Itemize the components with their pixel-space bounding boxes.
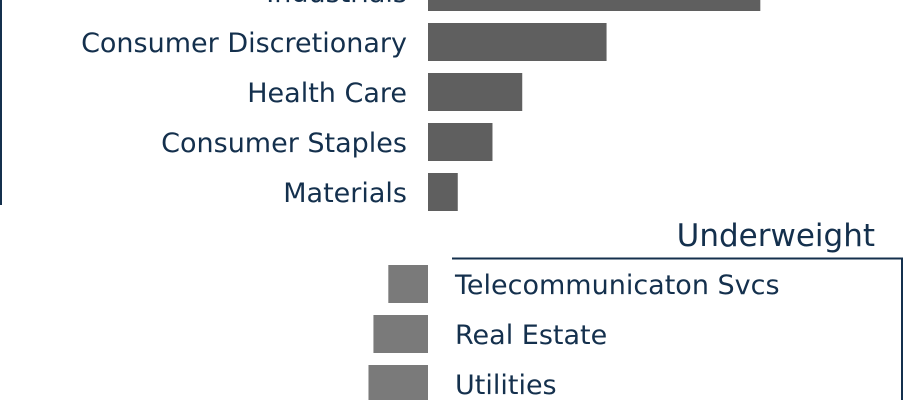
bar-consumer-discretionary <box>428 23 607 61</box>
bar-materials <box>428 173 458 211</box>
bar-real-estate <box>373 315 428 353</box>
label-materials: Materials <box>283 178 407 209</box>
label-consumer-staples: Consumer Staples <box>161 128 407 159</box>
label-health-care: Health Care <box>247 78 407 109</box>
overweight-bars: Industrials Consumer Discretionary Health … <box>81 0 761 211</box>
label-utilities: Utilities <box>455 370 557 400</box>
bar-utilities <box>368 365 428 400</box>
underweight-section-title: Underweight <box>677 218 875 254</box>
label-industrials: Industrials <box>266 0 407 9</box>
underweight-frame <box>452 257 903 400</box>
underweight-bars: Telecommunicaton Svcs Real Estate Utilitie… <box>368 265 780 400</box>
label-consumer-discretionary: Consumer Discretionary <box>81 28 407 59</box>
bar-consumer-staples <box>428 123 493 161</box>
bar-health-care <box>428 73 523 111</box>
label-telecommunicaton-svcs: Telecommunicaton Svcs <box>454 270 780 301</box>
label-real-estate: Real Estate <box>455 320 607 351</box>
bar-industrials <box>428 0 761 11</box>
bar-telecommunicaton-svcs <box>388 265 428 303</box>
